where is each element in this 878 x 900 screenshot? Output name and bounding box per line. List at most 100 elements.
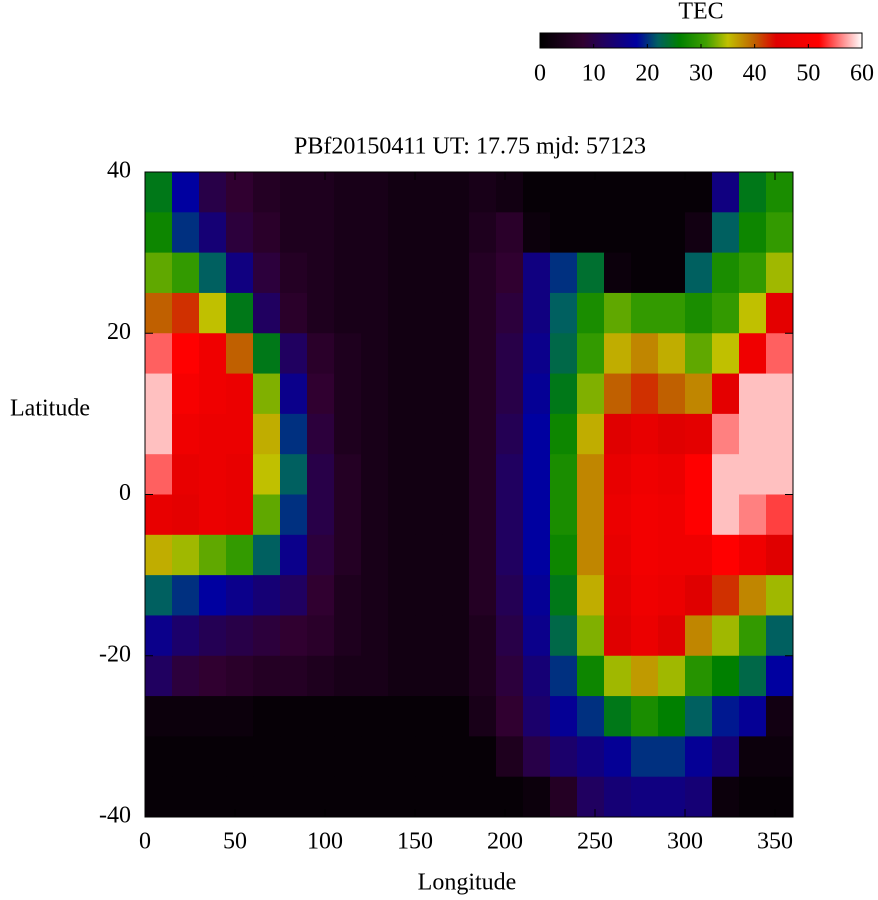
heatmap-cell [199, 454, 227, 495]
heatmap-cell [469, 534, 497, 576]
heatmap-cell [226, 534, 254, 576]
heatmap-cell [631, 736, 659, 778]
heatmap-cell [415, 212, 443, 254]
chart-title: PBf20150411 UT: 17.75 mjd: 57123 [294, 134, 646, 160]
heatmap-cell [604, 615, 632, 657]
heatmap-cell [253, 575, 281, 616]
heatmap-cell [469, 615, 497, 657]
heatmap-cell [172, 292, 200, 334]
heatmap-cell [172, 413, 200, 455]
heatmap-cell [712, 252, 740, 294]
heatmap-cell [442, 252, 470, 294]
heatmap-cell [766, 333, 794, 375]
heatmap-cell [496, 454, 524, 495]
heatmap-cell [145, 534, 173, 576]
heatmap-cell [199, 534, 227, 576]
heatmap-cell [577, 615, 605, 657]
heatmap-cell [496, 534, 524, 576]
heatmap-cell [766, 575, 794, 616]
heatmap-cell [658, 252, 686, 294]
heatmap-cell [712, 534, 740, 576]
heatmap-cell [361, 655, 389, 697]
heatmap-cell [469, 494, 497, 536]
heatmap-cell [631, 172, 659, 213]
heatmap-cell [658, 736, 686, 778]
heatmap-cell [766, 252, 794, 294]
heatmap-cell [469, 696, 497, 737]
heatmap-cell [334, 615, 362, 657]
heatmap-cell [550, 212, 578, 254]
heatmap-cell [658, 212, 686, 254]
heatmap-cell [631, 494, 659, 536]
heatmap-cell [739, 534, 767, 576]
heatmap-cell [550, 292, 578, 334]
heatmap-cell [523, 655, 551, 697]
heatmap-cell [334, 534, 362, 576]
heatmap-cell [496, 373, 524, 415]
heatmap-cell [199, 413, 227, 455]
heatmap-cell [631, 333, 659, 375]
heatmap-cell [658, 696, 686, 737]
colorbar-tick-label: 0 [534, 61, 546, 87]
heatmap-cell [307, 696, 335, 737]
heatmap-cell [253, 172, 281, 213]
heatmap-cell [280, 172, 308, 213]
heatmap-cell [739, 413, 767, 455]
heatmap-cell [199, 655, 227, 697]
heatmap-cell [577, 696, 605, 737]
heatmap-cell [685, 413, 713, 455]
colorbar-tick-label: 50 [796, 61, 820, 87]
heatmap-cell [442, 575, 470, 616]
heatmap-cell [739, 373, 767, 415]
heatmap-cell [199, 373, 227, 415]
heatmap-cell [361, 454, 389, 495]
heatmap-cell [739, 575, 767, 616]
heatmap-cell [523, 413, 551, 455]
heatmap-cell [442, 776, 470, 818]
heatmap-cell [604, 454, 632, 495]
heatmap-cell [604, 575, 632, 616]
heatmap-cell [658, 292, 686, 334]
heatmap-cell [253, 655, 281, 697]
heatmap-cell [631, 454, 659, 495]
heatmap-cell [280, 413, 308, 455]
heatmap-cell [334, 696, 362, 737]
heatmap-cell [604, 252, 632, 294]
heatmap-cell [712, 494, 740, 536]
heatmap-cell [685, 575, 713, 616]
heatmap-cell [226, 333, 254, 375]
heatmap-cell [145, 172, 173, 213]
heatmap-cell [685, 534, 713, 576]
heatmap-cell [766, 736, 794, 778]
colorbar-tick-label: 60 [850, 61, 874, 87]
heatmap-cell [280, 494, 308, 536]
heatmap-cell [145, 252, 173, 294]
heatmap-cell [550, 696, 578, 737]
heatmap-cell [604, 736, 632, 778]
colorbar-tick-label: 40 [743, 61, 767, 87]
y-tick-label: -20 [99, 641, 131, 667]
heatmap-cell [658, 494, 686, 536]
heatmap-cell [388, 575, 416, 616]
heatmap-cell [280, 333, 308, 375]
heatmap-cell [307, 252, 335, 294]
heatmap-cell [442, 333, 470, 375]
heatmap-cell [766, 413, 794, 455]
heatmap-cell [496, 655, 524, 697]
heatmap-cell [577, 373, 605, 415]
heatmap-cell [739, 736, 767, 778]
heatmap-cell [685, 776, 713, 818]
heatmap-cell [145, 696, 173, 737]
heatmap-cell [712, 575, 740, 616]
heatmap-cell [739, 172, 767, 213]
heatmap-cell [307, 776, 335, 818]
heatmap-cell [523, 615, 551, 657]
x-axis-label: Longitude [418, 870, 517, 896]
heatmap-cell [577, 292, 605, 334]
heatmap-cell [280, 534, 308, 576]
colorbar-tick-label: 30 [689, 61, 713, 87]
heatmap-cell [712, 292, 740, 334]
heatmap-cell [388, 615, 416, 657]
heatmap-cell [604, 413, 632, 455]
